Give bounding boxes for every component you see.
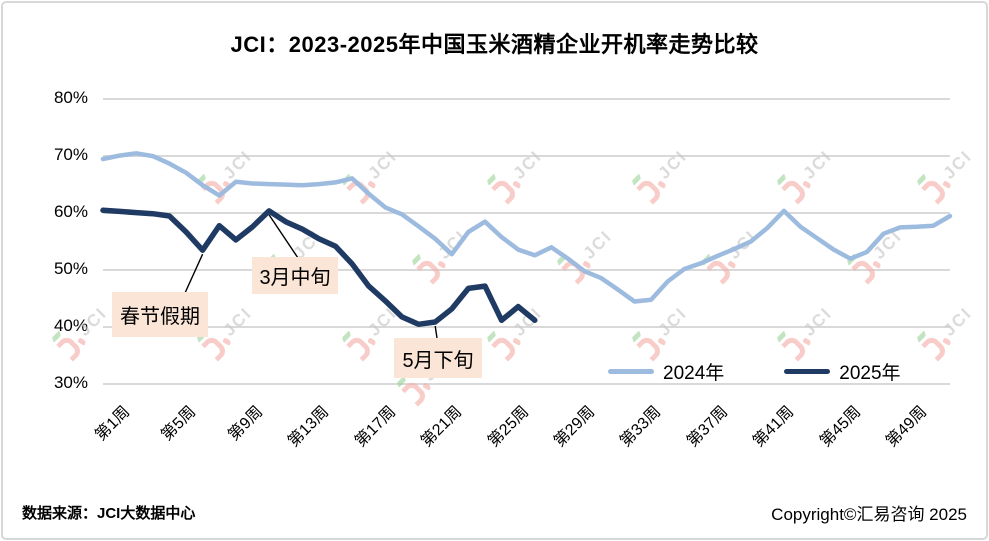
annotation-pointer-line <box>184 253 204 294</box>
legend-label-2024: 2024年 <box>663 363 725 384</box>
legend-item-2025: 2025年 <box>784 358 901 385</box>
chart-legend: 2024年 2025年 <box>608 358 901 385</box>
gridline <box>103 212 950 214</box>
annotation-label-2: 3月中旬 <box>252 257 338 294</box>
y-tick-label: 40% <box>53 316 88 335</box>
annotation-pointer-line <box>268 214 299 259</box>
y-tick-label: 50% <box>53 259 88 278</box>
y-tick-label: 60% <box>53 202 88 221</box>
legend-label-2025: 2025年 <box>839 363 901 384</box>
legend-swatch-2024 <box>608 368 654 375</box>
annotation-label-1: 春节假期 <box>112 292 208 337</box>
series-line-2024 <box>100 151 953 304</box>
legend-swatch-2025 <box>784 368 831 375</box>
y-tick-label: 80% <box>53 88 88 107</box>
legend-item-2024: 2024年 <box>608 358 724 385</box>
y-tick-label: 70% <box>53 145 88 164</box>
gridline <box>103 155 950 157</box>
chart-title: JCI：2023-2025年中国玉米酒精企业开机率走势比较 <box>230 32 759 57</box>
data-source-note: 数据来源：JCI大数据中心 <box>22 505 196 522</box>
annotation-pointer-line <box>434 325 438 339</box>
gridline <box>103 98 950 100</box>
annotation-label-3: 5月下旬 <box>394 338 482 378</box>
gridline <box>103 326 950 328</box>
y-tick-label: 30% <box>53 373 88 392</box>
gridline <box>103 383 950 385</box>
copyright-note: Copyright©汇易咨询 2025 <box>771 505 967 524</box>
gridline <box>103 269 950 271</box>
series-line-2025 <box>100 207 538 328</box>
